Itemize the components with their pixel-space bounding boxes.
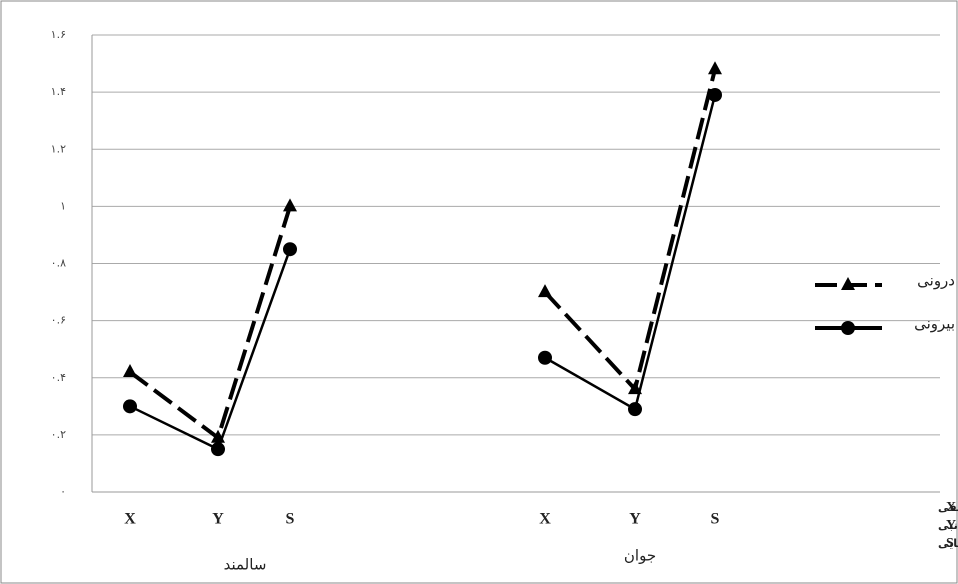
y-tick-label: ۱ <box>60 199 66 212</box>
note-key: X <box>946 500 956 515</box>
marker <box>283 198 297 212</box>
x-tick-label: X <box>124 511 136 528</box>
x-tick-label: S <box>711 511 720 528</box>
y-tick-label: ۰.۸ <box>51 257 66 270</box>
note-text: سرعت جابه‌جایی <box>938 537 958 550</box>
marker <box>283 242 297 257</box>
note-key: S <box>946 536 954 551</box>
legend-label: بیرونی <box>914 315 955 333</box>
marker <box>123 364 137 378</box>
x-tick-label: Y <box>212 511 224 528</box>
marker <box>628 402 642 417</box>
y-tick-label: ۰ <box>60 485 66 498</box>
marker <box>123 399 137 414</box>
y-tick-label: ۱.۶ <box>51 28 66 41</box>
group-label: جوان <box>624 547 656 565</box>
note-text: جابه‌جایی قدامی–خلفی <box>938 501 958 514</box>
y-tick-label: ۱.۲ <box>51 142 66 155</box>
marker <box>211 442 225 457</box>
x-tick-label: S <box>286 511 295 528</box>
legend-marker <box>841 277 855 290</box>
x-tick-label: Y <box>629 511 641 528</box>
note-text: جابه‌جایی میانی–جانبی <box>938 519 958 532</box>
y-tick-label: ۰.۴ <box>51 371 66 384</box>
y-tick-label: ۱.۴ <box>51 85 66 98</box>
marker <box>708 87 722 102</box>
y-tick-label: ۰.۲ <box>51 428 66 441</box>
legend-label: درونی <box>917 272 955 290</box>
y-tick-label: ۰.۶ <box>51 314 66 327</box>
group-label: سالمند <box>224 556 267 574</box>
x-tick-label: X <box>539 511 551 528</box>
marker <box>538 350 552 365</box>
note-key: Y <box>946 518 956 533</box>
marker <box>538 284 552 298</box>
legend-marker <box>841 321 855 335</box>
marker <box>708 61 722 75</box>
